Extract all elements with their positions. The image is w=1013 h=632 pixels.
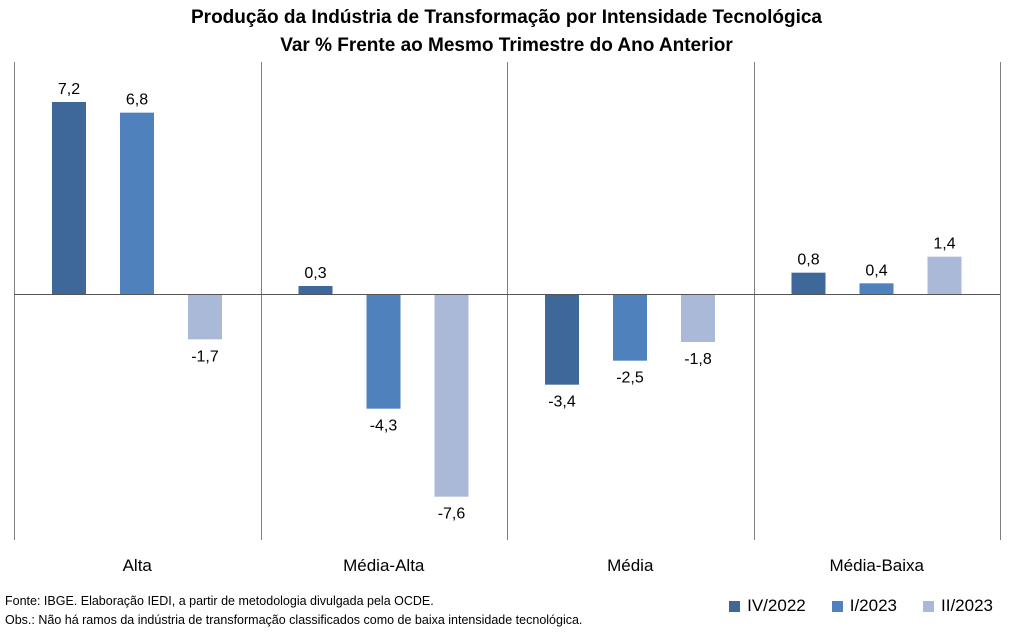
chart-title: Produção da Indústria de Transformação p… [191, 7, 822, 28]
bar-II-2023-média-baixa [927, 256, 962, 294]
bar-IV-2022-média-baixa [791, 272, 826, 294]
legend-item: I/2023 [831, 596, 897, 616]
bar-IV-2022-média [545, 294, 579, 385]
chart-subtitle: Var % Frente ao Mesmo Trimestre do Ano A… [280, 35, 733, 56]
bar-II-2023-média [681, 294, 715, 342]
data-label: 6,8 [126, 92, 148, 109]
data-label: -3,4 [548, 394, 576, 411]
bar-I-2023-média [613, 294, 647, 361]
legend-item: II/2023 [923, 596, 993, 616]
category-label: Média-Baixa [830, 556, 925, 575]
category-label: Alta [123, 556, 153, 575]
chart-title-block: Produção da Indústria de Transformação p… [0, 4, 1013, 60]
bar-I-2023-média-baixa [859, 283, 894, 294]
legend-label: IV/2022 [747, 596, 806, 615]
bar-II-2023-alta [188, 294, 222, 340]
observation-note: Obs.: Não há ramos da indústria de trans… [5, 613, 583, 627]
data-label: -4,3 [370, 418, 398, 435]
data-label: 0,8 [797, 252, 819, 269]
category-label: Média-Alta [343, 556, 425, 575]
bar-II-2023-média-alta [434, 294, 469, 497]
legend-swatch [729, 600, 741, 612]
legend-label: I/2023 [849, 596, 897, 615]
bar-IV-2022-alta [52, 102, 86, 294]
legend-swatch [831, 600, 843, 612]
legend-label: II/2023 [941, 596, 993, 615]
data-label: 7,2 [58, 81, 80, 98]
data-label: 0,4 [865, 262, 887, 279]
category-label: Média [607, 556, 654, 575]
legend-item: IV/2022 [729, 596, 806, 616]
source-note: Fonte: IBGE. Elaboração IEDI, a partir d… [5, 594, 434, 608]
data-label: 1,4 [933, 236, 955, 253]
data-label: -2,5 [616, 370, 644, 387]
legend: IV/2022 I/2023 II/2023 [729, 596, 993, 616]
legend-swatch [923, 600, 934, 612]
data-label: -1,8 [684, 351, 712, 368]
bar-I-2023-alta [120, 112, 154, 295]
data-label: -7,6 [438, 506, 466, 523]
bar-IV-2022-média-alta [298, 286, 333, 294]
footnotes: Fonte: IBGE. Elaboração IEDI, a partir d… [5, 592, 582, 630]
data-label: -1,7 [191, 348, 219, 365]
data-label: 0,3 [304, 265, 326, 282]
bar-I-2023-média-alta [366, 294, 401, 409]
